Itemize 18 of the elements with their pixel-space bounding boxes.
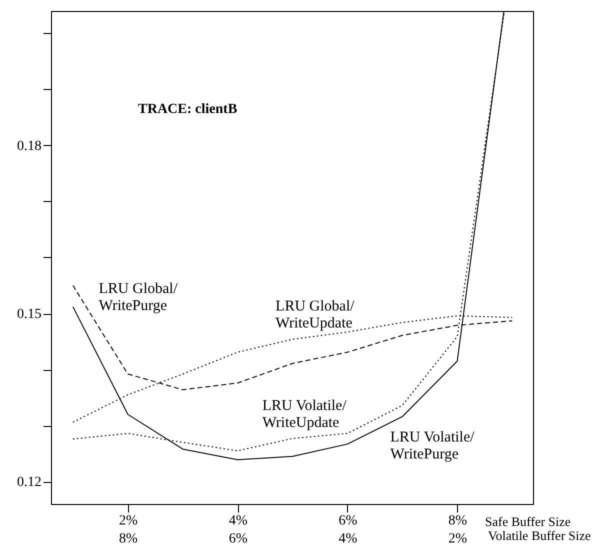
y-tick-label: 0.18 xyxy=(17,138,42,154)
series-label: LRU Volatile/WriteUpdate xyxy=(262,398,348,432)
series-label: LRU Global/WritePurge xyxy=(98,281,178,314)
annotation: TRACE: clientB xyxy=(138,102,238,117)
x-tick-label: 8% xyxy=(448,514,468,528)
x2-tick-label: 4% xyxy=(338,532,358,546)
y-tick-label: 0.15 xyxy=(17,307,42,322)
x2-tick-label: 8% xyxy=(119,532,138,546)
x-axis-title: Safe Buffer Size xyxy=(485,514,571,529)
x2-axis-title: Volatile Buffer Size xyxy=(488,528,592,543)
y-tick-label: 0.12 xyxy=(17,475,42,490)
x-tick-label: 2% xyxy=(119,514,138,528)
x-tick-label: 6% xyxy=(338,514,358,528)
series-label: LRU Volatile/WritePurge xyxy=(390,429,476,462)
x-tick-label: 4% xyxy=(228,514,248,528)
series-label: LRU Global/WriteUpdate xyxy=(276,298,356,332)
x2-tick-label: 6% xyxy=(228,532,248,546)
x2-tick-label: 2% xyxy=(448,532,468,546)
